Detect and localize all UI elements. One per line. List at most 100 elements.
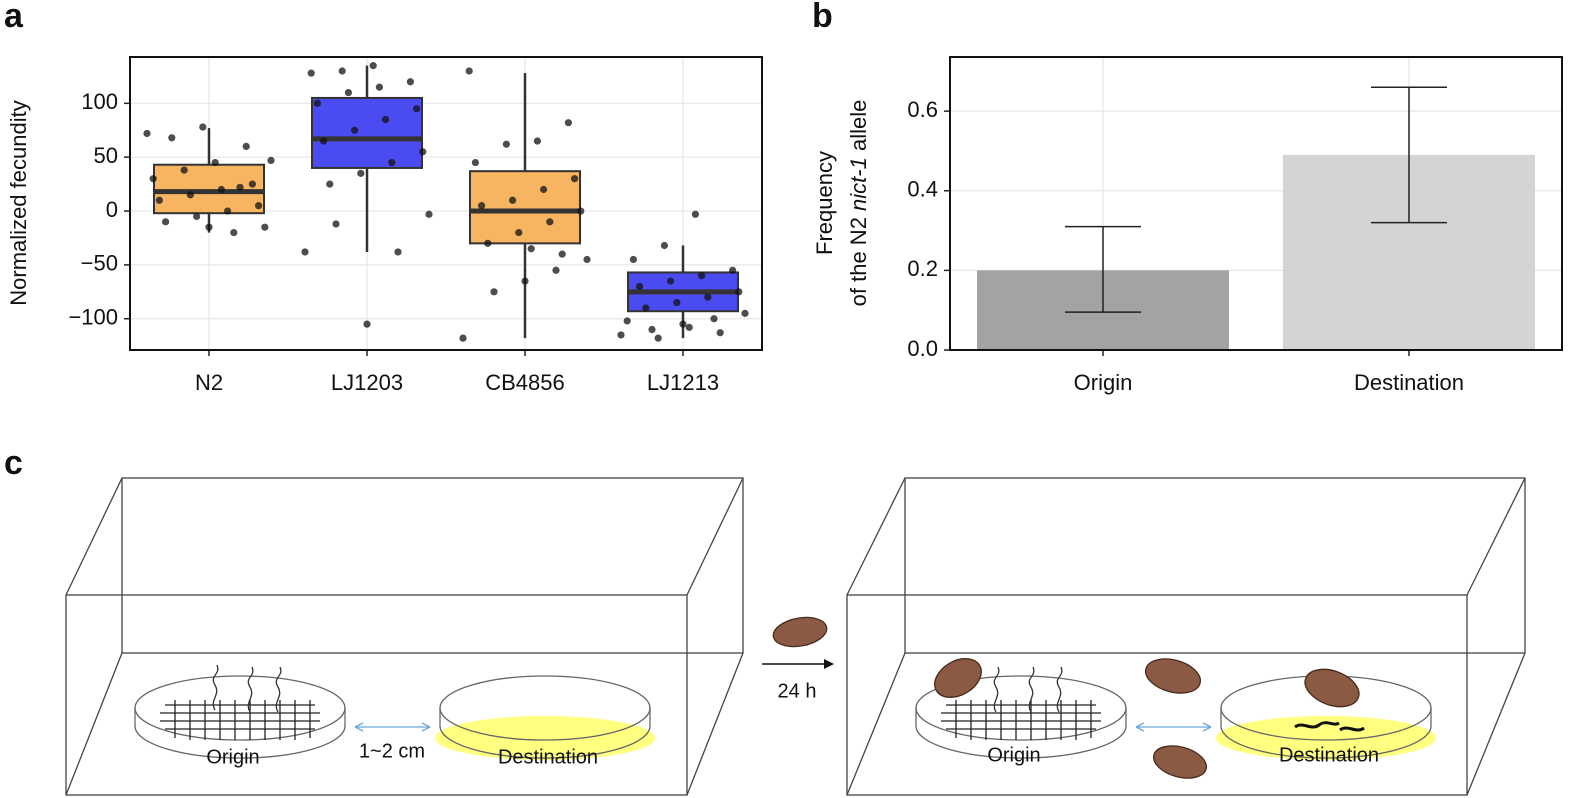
x-tick-label: N2 (195, 370, 223, 395)
data-point (521, 277, 529, 285)
y-axis-title: of the N2 nict-1 allele (846, 100, 871, 307)
arrowhead (824, 659, 834, 669)
data-point (193, 212, 201, 221)
y-tick-label: 0 (106, 197, 118, 222)
distance-arrow (1135, 722, 1212, 732)
data-point (527, 245, 535, 253)
data-point (691, 210, 700, 218)
data-point (425, 210, 433, 218)
dishes (134, 664, 1436, 760)
data-point (515, 228, 523, 237)
data-point (357, 169, 365, 177)
food (435, 716, 655, 760)
x-tick-label: Origin (1074, 370, 1133, 395)
data-point (673, 299, 681, 307)
data-point (326, 180, 334, 188)
plot-frame (949, 56, 1563, 351)
left-box (65, 477, 744, 796)
data-point (186, 191, 194, 199)
data-point (741, 309, 749, 317)
x-tick-label: LJ1203 (331, 370, 403, 395)
box-edge (1466, 652, 1526, 796)
data-point (546, 218, 554, 226)
isopod (1152, 745, 1208, 779)
data-point (490, 288, 498, 296)
y-tick-label: 50 (94, 143, 118, 168)
data-point (484, 239, 492, 247)
isopod (1304, 668, 1360, 708)
panel-label: c (4, 444, 23, 482)
box-edge (1466, 477, 1526, 596)
food (1216, 716, 1436, 760)
data-point (394, 248, 402, 256)
data-point (307, 69, 315, 77)
y-axis-title-part: allele (846, 100, 871, 157)
arrows (354, 659, 1212, 732)
y-tick-label: 0.0 (907, 336, 938, 361)
data-point (577, 207, 585, 215)
y-tick-label: −50 (81, 251, 118, 276)
box-edge (65, 477, 123, 596)
y-axis-title: Frequency (812, 151, 837, 255)
data-point (168, 134, 176, 142)
data-point (205, 223, 213, 231)
data-point (552, 266, 560, 274)
data-point (660, 241, 669, 250)
data-point (375, 83, 383, 91)
data-point (419, 148, 427, 156)
dish (134, 675, 346, 741)
diagram (65, 477, 1526, 796)
data-point (459, 334, 467, 342)
y-axis-title-part: nict-1 (846, 157, 871, 211)
data-point (636, 282, 644, 291)
y-tick-label: −100 (68, 305, 118, 330)
isopods (772, 616, 1360, 779)
data-point (704, 293, 712, 301)
plot-frame (129, 56, 763, 351)
isopod (934, 658, 982, 698)
data-point (143, 129, 151, 138)
box-edge (65, 652, 123, 796)
panel-label: b (812, 0, 833, 35)
data-point (623, 317, 631, 325)
data-point (571, 175, 579, 183)
box-edge (686, 652, 744, 796)
data-point (369, 62, 377, 70)
y-tick-label: 0.4 (907, 177, 938, 202)
box-back (904, 477, 1526, 654)
data-point (388, 158, 396, 167)
data-point (729, 266, 737, 274)
data-point (211, 158, 219, 167)
x-tick-label: Destination (1354, 370, 1464, 395)
data-point (199, 123, 207, 131)
data-point (716, 329, 724, 337)
data-point (540, 185, 548, 194)
time-label: 24 h (778, 680, 817, 702)
data-point (180, 166, 188, 174)
data-point (533, 137, 542, 145)
mesh (160, 700, 320, 740)
data-point (248, 180, 256, 188)
dish (1220, 708, 1432, 759)
data-point (255, 202, 263, 210)
y-tick-label: 100 (81, 89, 118, 114)
data-point (267, 156, 275, 165)
data-point (301, 248, 309, 256)
data-point (242, 142, 250, 151)
data-point (230, 228, 238, 237)
x-tick-label: CB4856 (485, 370, 565, 395)
mesh (941, 700, 1101, 740)
data-point (667, 277, 675, 285)
dish (439, 708, 651, 759)
data-point (735, 288, 743, 296)
distance-label: 1~2 cm (359, 740, 425, 762)
data-point (564, 119, 573, 127)
data-point (217, 185, 225, 194)
data-point (382, 115, 390, 124)
data-point (465, 67, 473, 75)
data-point (698, 272, 706, 280)
dish (134, 708, 346, 759)
data-point (648, 325, 656, 334)
box-back (121, 477, 744, 654)
